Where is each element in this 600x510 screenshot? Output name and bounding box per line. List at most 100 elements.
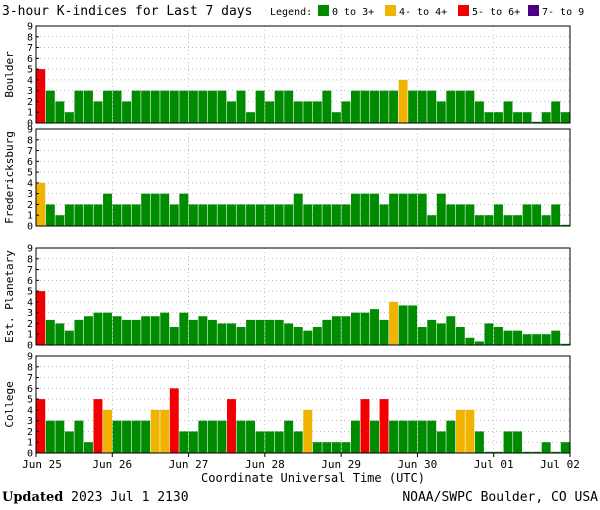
y-tick-label: 9 xyxy=(27,125,33,136)
y-tick-label: 6 xyxy=(27,384,33,395)
k-index-bar xyxy=(303,204,313,226)
k-index-bar xyxy=(217,420,227,453)
k-index-bar xyxy=(274,90,284,123)
k-index-bar xyxy=(265,319,275,345)
y-tick-label: 0 xyxy=(27,449,33,460)
y-tick-label: 1 xyxy=(27,108,33,119)
k-index-bar xyxy=(350,312,360,345)
k-index-bar xyxy=(465,409,475,453)
k-index-bar xyxy=(331,112,341,123)
k-index-bar xyxy=(122,101,132,123)
k-index-bar xyxy=(541,334,551,345)
x-tick-label: Jun 25 xyxy=(22,458,62,471)
k-index-bar xyxy=(45,204,55,226)
x-tick-label: Jul 01 xyxy=(474,458,514,471)
k-index-bar xyxy=(55,420,65,453)
k-index-bar xyxy=(398,420,408,453)
k-index-bar xyxy=(455,409,465,453)
k-index-bar xyxy=(112,204,122,226)
updated-label: Updated xyxy=(2,490,64,505)
k-index-bar xyxy=(522,334,532,345)
k-index-bar xyxy=(217,323,227,345)
k-index-bar xyxy=(532,121,542,123)
y-tick-label: 7 xyxy=(27,43,33,54)
y-tick-label: 7 xyxy=(27,373,33,384)
k-index-bar xyxy=(227,323,236,345)
y-tick-label: 2 xyxy=(27,319,33,330)
k-index-bar xyxy=(360,399,370,453)
k-index-bar xyxy=(64,330,74,345)
y-tick-label: 4 xyxy=(27,75,33,86)
y-tick-label: 0 xyxy=(27,222,33,233)
k-index-bar xyxy=(179,193,189,226)
panel-frame xyxy=(35,355,571,454)
k-index-bar xyxy=(141,193,151,226)
k-index-bar xyxy=(36,399,46,453)
y-tick-label: 8 xyxy=(27,32,33,43)
k-index-bar xyxy=(83,442,93,453)
k-index-bar xyxy=(227,204,236,226)
y-tick-label: 9 xyxy=(27,352,33,363)
k-index-bar xyxy=(370,90,379,123)
k-index-bar xyxy=(217,204,227,226)
panel-frame xyxy=(35,25,571,124)
k-index-bar xyxy=(227,399,236,453)
k-index-bar xyxy=(112,90,122,123)
y-tick-label: 2 xyxy=(27,200,33,211)
k-index-bar xyxy=(141,90,151,123)
k-index-bar xyxy=(122,204,132,226)
k-index-bar xyxy=(341,101,351,123)
panel-name: Boulder xyxy=(3,51,16,98)
k-index-bar xyxy=(160,193,170,226)
k-index-bar xyxy=(408,90,418,123)
y-tick-label: 3 xyxy=(27,416,33,427)
k-index-bar xyxy=(293,431,303,453)
k-index-bar xyxy=(312,204,322,226)
k-index-bar xyxy=(265,204,275,226)
k-index-bar xyxy=(188,431,198,453)
k-index-bar xyxy=(494,327,503,345)
k-index-bar xyxy=(227,101,236,123)
y-tick-label: 1 xyxy=(27,211,33,222)
k-index-bar xyxy=(360,90,370,123)
k-index-bar xyxy=(370,193,379,226)
k-index-bar xyxy=(188,90,198,123)
y-tick-label: 5 xyxy=(27,287,33,298)
k-index-bar xyxy=(179,431,189,453)
k-index-bar xyxy=(322,442,332,453)
legend-item-label: 5- to 6+ xyxy=(472,7,520,18)
k-index-bar xyxy=(417,90,427,123)
x-tick-label: Jun 30 xyxy=(398,458,438,471)
k-index-bar xyxy=(64,204,74,226)
k-index-bar xyxy=(293,327,303,345)
k-index-bar xyxy=(331,442,341,453)
k-index-bar xyxy=(312,442,322,453)
k-index-bar xyxy=(341,204,351,226)
y-tick-label: 7 xyxy=(27,146,33,157)
k-index-bar xyxy=(522,451,532,453)
k-index-bar xyxy=(446,316,456,345)
k-index-bar xyxy=(503,330,513,345)
y-tick-label: 5 xyxy=(27,395,33,406)
k-index-bar xyxy=(389,193,399,226)
k-index-bar xyxy=(484,451,494,453)
k-index-bar xyxy=(64,431,74,453)
k-index-bar xyxy=(427,90,437,123)
k-index-bar xyxy=(131,204,141,226)
k-index-bar xyxy=(74,319,84,345)
k-index-bar xyxy=(541,112,551,123)
y-tick-label: 6 xyxy=(27,157,33,168)
updated-time: 2023 Jul 1 2130 xyxy=(71,490,189,505)
k-index-bar xyxy=(513,330,523,345)
k-index-bar xyxy=(112,316,122,345)
k-index-bar xyxy=(198,316,208,345)
y-tick-label: 2 xyxy=(27,97,33,108)
k-index-bar xyxy=(236,90,246,123)
k-index-bar xyxy=(103,90,112,123)
x-tick-label: Jun 29 xyxy=(321,458,361,471)
k-index-bar xyxy=(379,204,389,226)
y-tick-label: 9 xyxy=(27,244,33,255)
k-index-bar xyxy=(150,193,160,226)
y-tick-label: 4 xyxy=(27,297,33,308)
k-index-bar xyxy=(122,420,132,453)
